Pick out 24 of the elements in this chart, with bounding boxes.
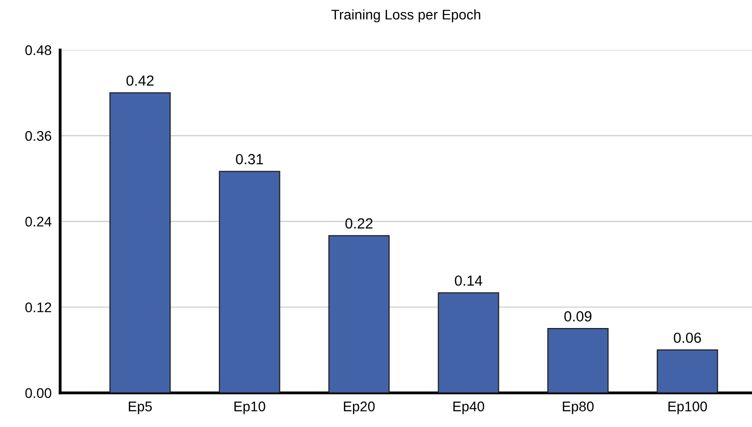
bar bbox=[328, 235, 390, 393]
y-tick-label: 0.36 bbox=[25, 131, 52, 141]
x-tick-label: Ep100 bbox=[668, 402, 707, 414]
data-label: 0.42 bbox=[126, 75, 154, 86]
y-tick-label: 0.24 bbox=[25, 216, 52, 227]
data-label: 0.09 bbox=[564, 311, 592, 322]
bar bbox=[438, 292, 500, 393]
y-tick-label: 0.48 bbox=[25, 45, 52, 56]
bar bbox=[109, 92, 171, 393]
data-label: 0.22 bbox=[345, 218, 372, 229]
bar bbox=[547, 328, 609, 393]
bar bbox=[218, 170, 280, 393]
x-tick-label: Ep20 bbox=[344, 402, 375, 414]
x-tick-label: Ep5 bbox=[128, 402, 152, 414]
chart-title: Training Loss per Epoch bbox=[331, 9, 480, 22]
bar bbox=[656, 349, 718, 393]
data-label: 0.31 bbox=[236, 154, 264, 164]
x-tick-label: Ep40 bbox=[453, 402, 484, 414]
x-tick-label: Ep10 bbox=[234, 402, 266, 414]
x-tick-label: Ep80 bbox=[562, 402, 594, 414]
data-label: 0.06 bbox=[674, 332, 701, 343]
y-tick-label: 0.12 bbox=[25, 302, 52, 312]
data-label: 0.14 bbox=[454, 275, 482, 286]
y-tick-label: 0.00 bbox=[25, 388, 52, 398]
